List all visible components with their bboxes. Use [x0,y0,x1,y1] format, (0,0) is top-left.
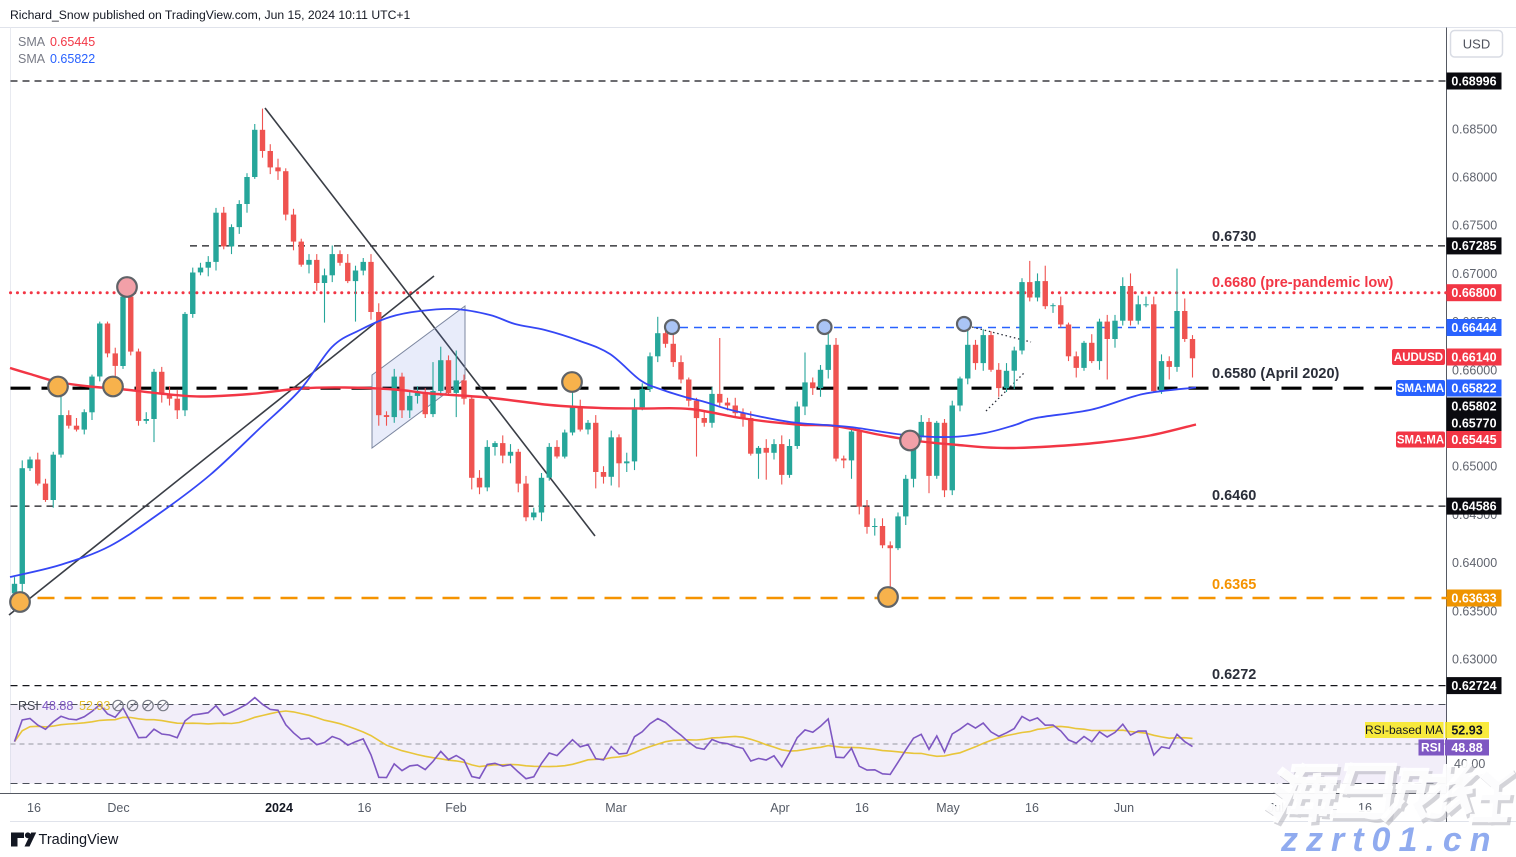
svg-text:0.67285: 0.67285 [1451,239,1496,253]
svg-text:0.68996: 0.68996 [1451,74,1496,88]
svg-text:0.68000: 0.68000 [1452,171,1497,185]
svg-text:48.88: 48.88 [1451,741,1482,755]
svg-text:0.65000: 0.65000 [1452,460,1497,474]
svg-text:AUDUSD: AUDUSD [1394,352,1443,364]
svg-text:SMA: SMA [18,52,46,66]
svg-text:Richard_Snow published on Trad: Richard_Snow published on TradingView.co… [10,8,411,22]
svg-text:0.66800: 0.66800 [1451,286,1496,300]
svg-text:SMA: SMA [18,35,46,49]
svg-text:0.65445: 0.65445 [1451,433,1496,447]
svg-text:0.68500: 0.68500 [1452,122,1497,136]
svg-text:RSI: RSI [1421,741,1441,755]
svg-text:Apr: Apr [770,801,789,815]
svg-text:0.65822: 0.65822 [50,52,95,66]
svg-text:0.6680 (pre-pandemic low): 0.6680 (pre-pandemic low) [1212,275,1393,291]
svg-text:0.66000: 0.66000 [1452,363,1497,377]
svg-text:RSI: RSI [18,699,39,713]
svg-text:0.62724: 0.62724 [1451,679,1496,693]
svg-text:Jun: Jun [1114,801,1134,815]
svg-text:SMA:MA: SMA:MA [1397,434,1444,446]
svg-text:52.93: 52.93 [79,699,110,713]
svg-text:48.88: 48.88 [42,699,73,713]
svg-text:0.6365: 0.6365 [1212,577,1256,593]
svg-text:16: 16 [358,801,372,815]
svg-text:0.63633: 0.63633 [1451,591,1496,605]
svg-text:0.67000: 0.67000 [1452,267,1497,281]
svg-text:16: 16 [1025,801,1039,815]
svg-text:Dec: Dec [107,801,129,815]
svg-text:TradingView: TradingView [39,832,119,848]
svg-text:RSI-based MA: RSI-based MA [1365,723,1443,737]
svg-text:2024: 2024 [265,801,293,815]
svg-text:0.65770: 0.65770 [1451,416,1496,430]
svg-text:0.65445: 0.65445 [50,35,95,49]
svg-text:0.6580 (April 2020): 0.6580 (April 2020) [1212,366,1340,382]
svg-text:16: 16 [855,801,869,815]
svg-text:0.6460: 0.6460 [1212,488,1256,504]
svg-text:zzrt01.cn: zzrt01.cn [1278,819,1497,857]
svg-text:0.66444: 0.66444 [1451,321,1496,335]
svg-text:0.6730: 0.6730 [1212,229,1256,245]
svg-text:0.65802: 0.65802 [1451,399,1496,413]
svg-text:Mar: Mar [605,801,627,815]
svg-text:0.64000: 0.64000 [1452,556,1497,570]
svg-text:May: May [936,801,960,815]
svg-text:Feb: Feb [445,801,467,815]
svg-text:0.66140: 0.66140 [1451,350,1496,364]
svg-text:0.6272: 0.6272 [1212,667,1256,683]
svg-text:0.63500: 0.63500 [1452,604,1497,618]
svg-text:0.64586: 0.64586 [1451,499,1496,513]
svg-text:zzrt01.cn: zzrt01.cn [1280,821,1499,857]
svg-text:16: 16 [27,801,41,815]
svg-text:0.67500: 0.67500 [1452,219,1497,233]
svg-text:52.93: 52.93 [1451,724,1482,738]
svg-text:0.65822: 0.65822 [1451,381,1496,395]
svg-text:0.63000: 0.63000 [1452,653,1497,667]
svg-text:SMA:MA: SMA:MA [1397,383,1444,395]
svg-text:USD: USD [1463,37,1490,52]
